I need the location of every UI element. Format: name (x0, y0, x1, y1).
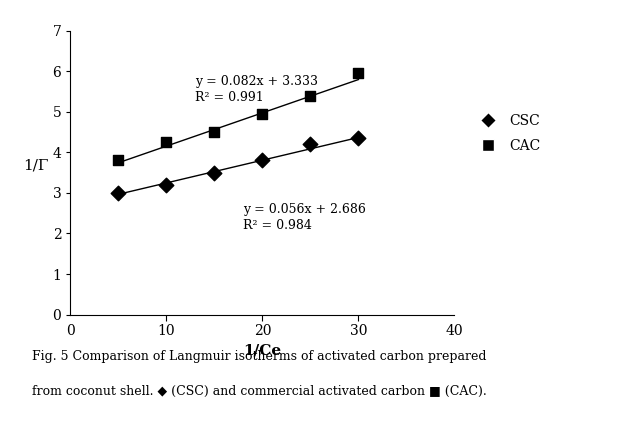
CSC (209, 169, 220, 176)
Text: R² = 0.991: R² = 0.991 (195, 91, 264, 104)
CSC (161, 181, 172, 188)
CAC (209, 128, 220, 135)
X-axis label: 1/Ce: 1/Ce (243, 343, 282, 357)
CSC (257, 157, 268, 164)
CAC (113, 157, 124, 164)
Text: from coconut shell. ◆ (CSC) and commercial activated carbon ■ (CAC).: from coconut shell. ◆ (CSC) and commerci… (32, 385, 487, 398)
CSC (305, 141, 316, 148)
CAC (305, 92, 316, 99)
CSC (113, 189, 124, 196)
Text: Fig. 5 Comparison of Langmuir isotherms of activated carbon prepared: Fig. 5 Comparison of Langmuir isotherms … (32, 350, 486, 363)
Text: y = 0.082x + 3.333: y = 0.082x + 3.333 (195, 75, 318, 88)
Y-axis label: 1/Γ: 1/Γ (23, 159, 49, 173)
Text: y = 0.056x + 2.686: y = 0.056x + 2.686 (243, 203, 366, 215)
CAC (257, 110, 268, 117)
CAC (161, 139, 172, 146)
CAC (353, 69, 364, 77)
Text: R² = 0.984: R² = 0.984 (243, 219, 312, 232)
Legend: CSC, CAC: CSC, CAC (469, 108, 546, 159)
CSC (353, 135, 364, 142)
